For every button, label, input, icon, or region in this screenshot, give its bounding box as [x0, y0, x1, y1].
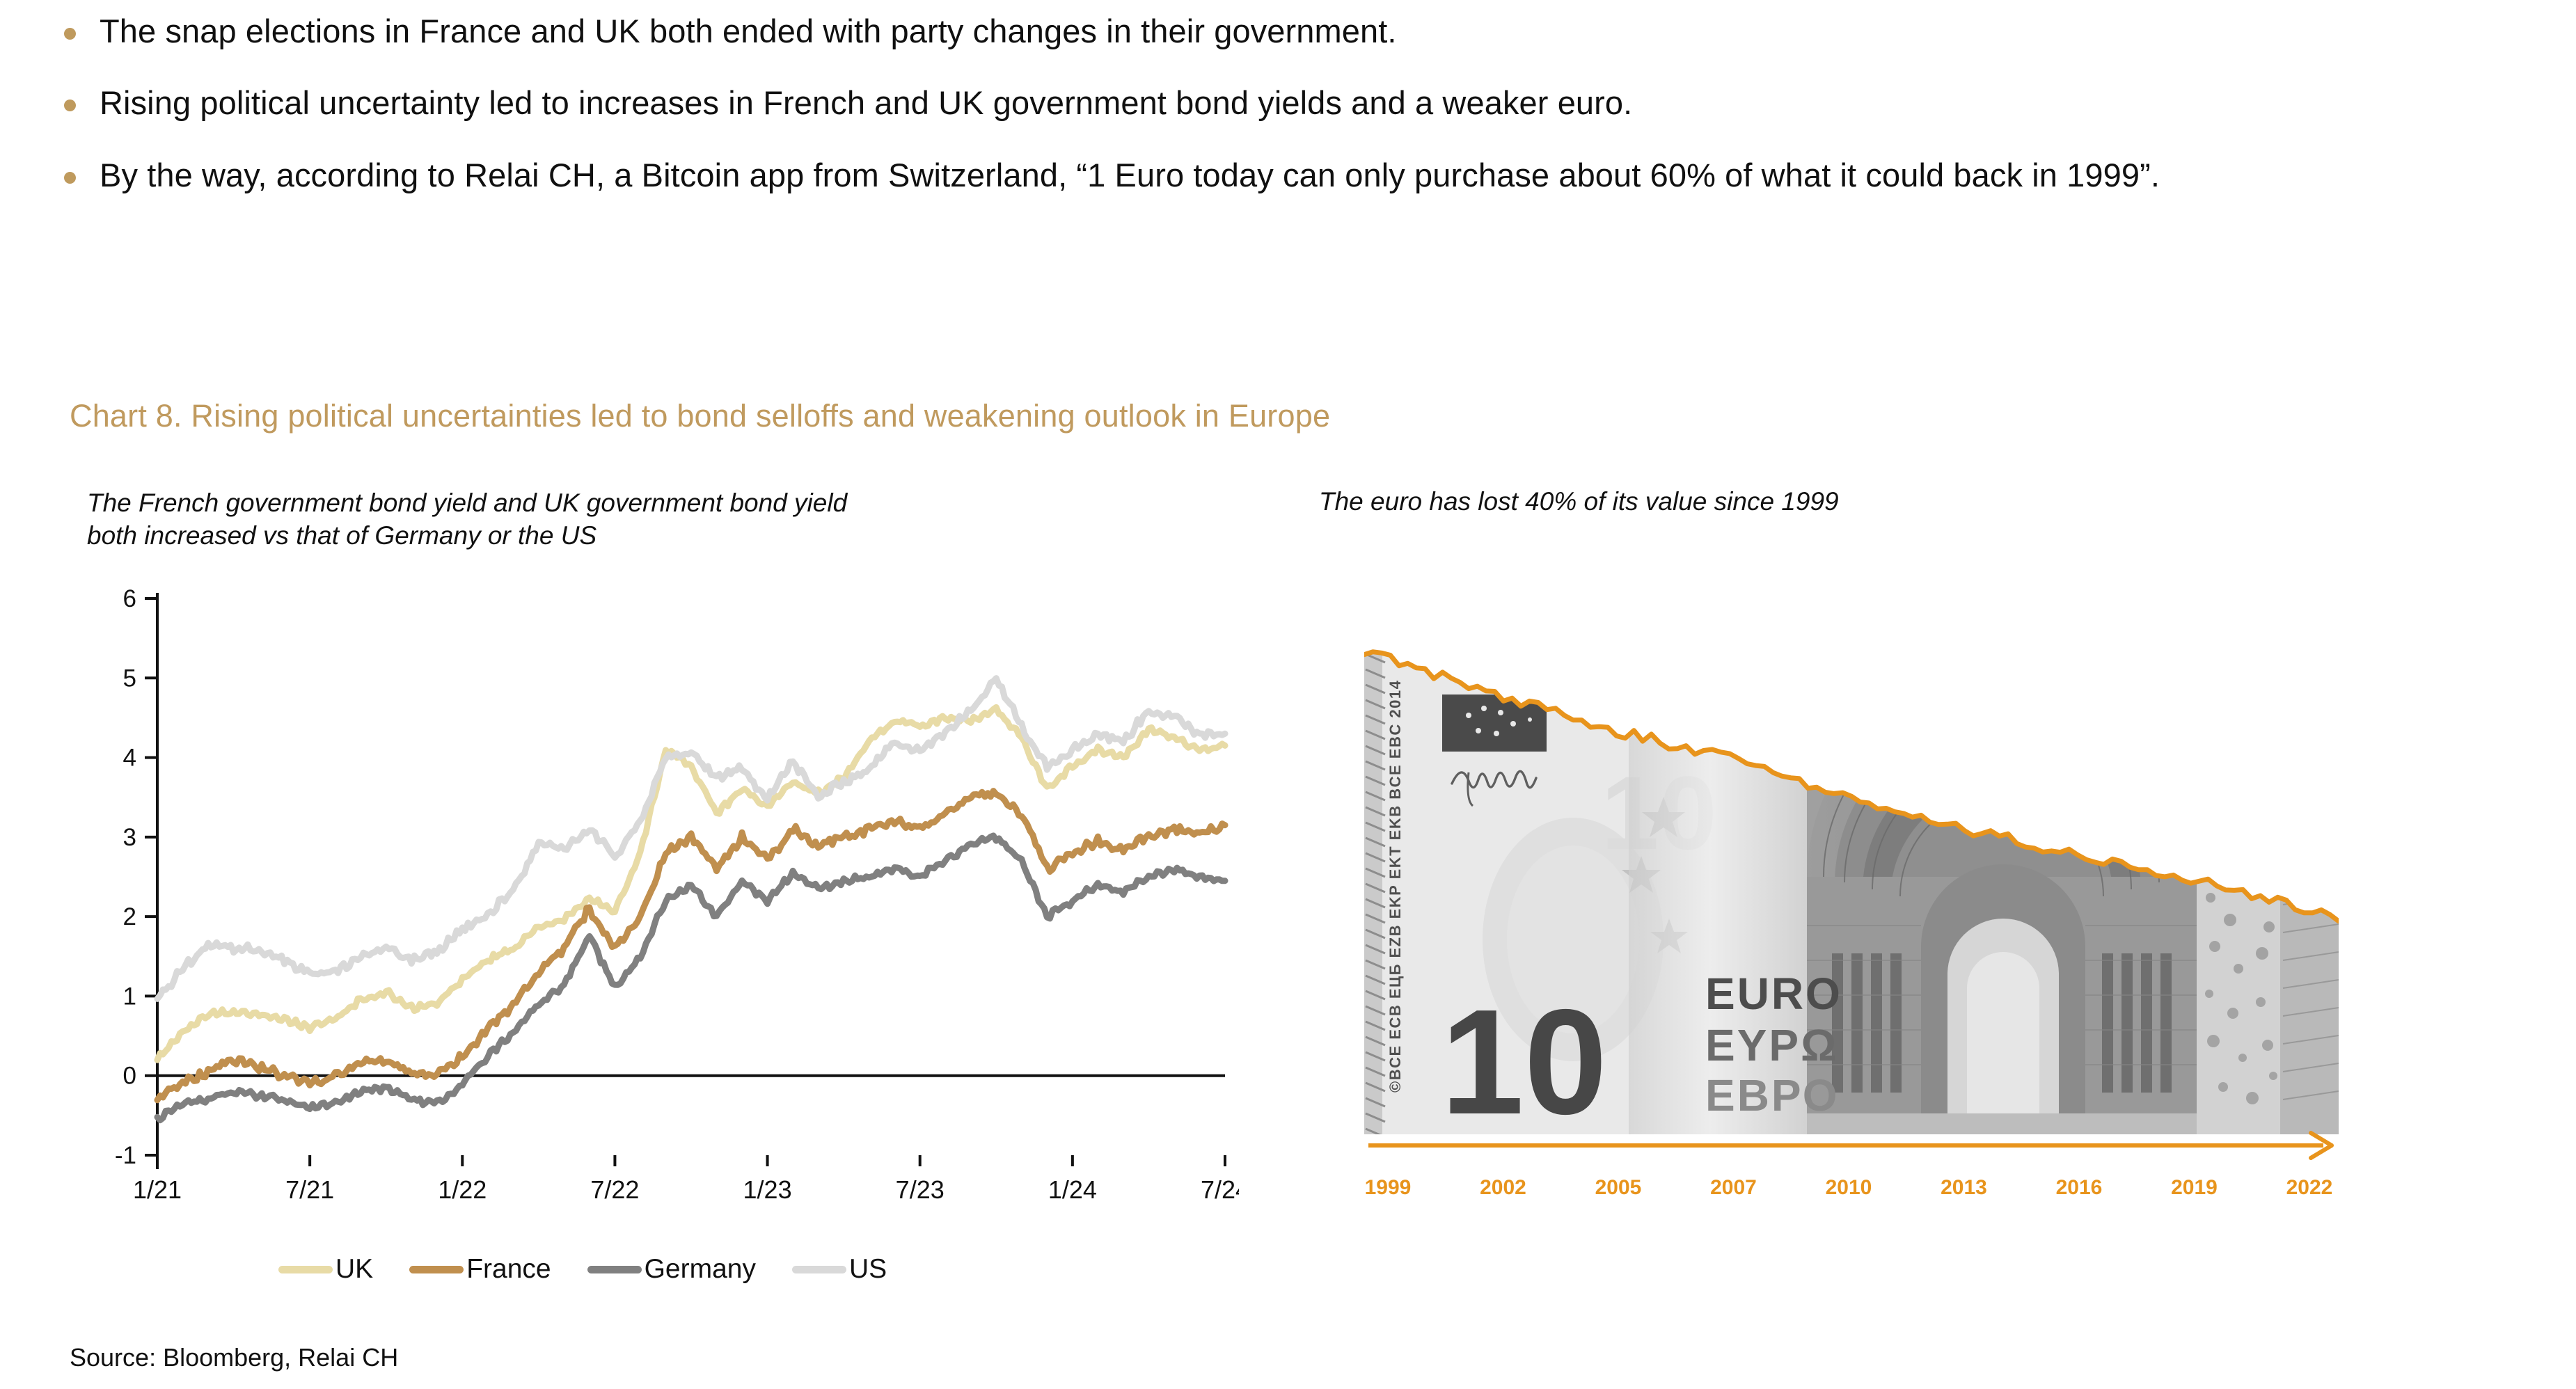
- list-item: Rising political uncertainty led to incr…: [64, 83, 2542, 122]
- svg-text:7/24: 7/24: [1201, 1175, 1239, 1204]
- legend-label-us: US: [848, 1254, 887, 1284]
- bullet-list: The snap elections in France and UK both…: [64, 11, 2542, 227]
- bullet-dot-icon: [64, 100, 76, 112]
- timeline-year-2019: 2019: [2171, 1176, 2218, 1197]
- svg-text:0: 0: [123, 1063, 136, 1090]
- svg-text:5: 5: [123, 665, 136, 692]
- bond-yield-line-chart: -1 0 1 2 3 4 5 6 1/21 7/21 1/22 7/22 1/23 7/23 1/24 7/…: [115, 585, 1239, 1204]
- series-line-us: [154, 675, 1228, 1002]
- series-line-uk: [154, 704, 1228, 1063]
- banknote-edge-hatching: [1365, 653, 1386, 1134]
- timeline-year-1999: 1999: [1365, 1176, 1412, 1197]
- source-note: Source: Bloomberg, Relai CH: [70, 1343, 399, 1372]
- timeline-year-2002: 2002: [1480, 1176, 1526, 1197]
- left-panel-subtitle-line1: The French government bond yield and UK …: [87, 489, 848, 517]
- legend-swatch-uk: [278, 1265, 333, 1273]
- timeline-year-labels: 1999 2002 2005 2007 2010 2013 2016 2019 2022: [1365, 1176, 2333, 1197]
- banknote-euro-cyrillic: ЕВРО: [1705, 1070, 1840, 1120]
- banknote-signature-flourish: [1467, 772, 1474, 807]
- banknote-arch-illustration: [1807, 682, 2197, 1134]
- right-panel-subtitle: The euro has lost 40% of its value since…: [1319, 487, 1839, 516]
- svg-text:1: 1: [123, 983, 136, 1010]
- svg-text:2: 2: [123, 903, 136, 930]
- legend-item-france[interactable]: France: [409, 1254, 551, 1285]
- legend-item-germany[interactable]: Germany: [587, 1254, 756, 1285]
- legend-label-uk: UK: [335, 1254, 374, 1284]
- svg-text:1/22: 1/22: [438, 1175, 487, 1204]
- banknote-signature: [1451, 770, 1538, 789]
- eroding-banknote-graphic: ©BCE ECB EЦБ EZB EKP EKT EKB BCE EBC 201…: [1364, 649, 2339, 1197]
- svg-text:7/21: 7/21: [285, 1175, 334, 1204]
- banknote-microtext: ©BCE ECB EЦБ EZB EKP EKT EKB BCE EBC 201…: [1386, 680, 1404, 1093]
- bullet-text: The snap elections in France and UK both…: [100, 13, 1397, 49]
- legend-swatch-us: [791, 1265, 846, 1273]
- bullet-dot-icon: [64, 28, 76, 40]
- bullet-text: By the way, according to Relai CH, a Bit…: [100, 156, 2160, 193]
- legend-item-us[interactable]: US: [791, 1254, 887, 1285]
- chart-legend: UK France Germany US: [278, 1254, 923, 1285]
- timeline-year-2022: 2022: [2286, 1176, 2333, 1197]
- timeline-year-2013: 2013: [1941, 1176, 1987, 1197]
- banknote-security-mosaic: [2197, 856, 2339, 1134]
- svg-text:1/24: 1/24: [1048, 1175, 1097, 1204]
- svg-text:3: 3: [123, 824, 136, 851]
- banknote-watermark-inner: [1507, 846, 1639, 1033]
- banknote-body: ©BCE ECB EЦБ EZB EKP EKT EKB BCE EBC 201…: [1364, 651, 2339, 1145]
- timeline-arrow-icon: [2309, 1131, 2334, 1160]
- svg-text:7/22: 7/22: [590, 1175, 639, 1204]
- left-panel-subtitle: The French government bond yield and UK …: [87, 487, 1228, 553]
- y-axis-ticks: -1 0 1 2 3 4 5 6: [115, 585, 157, 1169]
- svg-text:6: 6: [123, 585, 136, 612]
- series-group: [154, 675, 1228, 1124]
- list-item: By the way, according to Relai CH, a Bit…: [64, 155, 2542, 195]
- left-panel-subtitle-line2: both increased vs that of Germany or the…: [87, 521, 597, 550]
- legend-swatch-germany: [587, 1265, 642, 1273]
- euro-banknote-panel: ©BCE ECB EЦБ EZB EKP EKT EKB BCE EBC 201…: [1364, 647, 2339, 1197]
- list-item: The snap elections in France and UK both…: [64, 11, 2542, 51]
- svg-text:1/23: 1/23: [743, 1175, 792, 1204]
- svg-text:1/21: 1/21: [133, 1175, 182, 1204]
- legend-label-germany: Germany: [644, 1254, 756, 1284]
- bullet-dot-icon: [64, 171, 76, 184]
- x-axis-ticks: 1/21 7/21 1/22 7/22 1/23 7/23 1/24 7/24: [133, 1155, 1239, 1204]
- timeline-year-2010: 2010: [1826, 1176, 1872, 1197]
- legend-item-uk[interactable]: UK: [278, 1254, 373, 1285]
- banknote-denomination: 10: [1441, 978, 1607, 1145]
- legend-swatch-france: [409, 1265, 464, 1273]
- banknote-euro-latin: EURO: [1705, 969, 1842, 1019]
- timeline-year-2007: 2007: [1710, 1176, 1757, 1197]
- svg-text:-1: -1: [115, 1142, 136, 1169]
- bullet-text: Rising political uncertainty led to incr…: [100, 84, 1633, 122]
- svg-text:4: 4: [123, 745, 136, 772]
- timeline-year-2016: 2016: [2056, 1176, 2103, 1197]
- series-line-france: [154, 788, 1228, 1104]
- euro-value-decline-line: [1364, 649, 2339, 924]
- timeline-year-2005: 2005: [1595, 1176, 1642, 1197]
- legend-label-france: France: [466, 1254, 551, 1284]
- banknote-euro-greek: EYPΩ: [1705, 1020, 1838, 1070]
- banknote-hologram-stars: [1466, 706, 1532, 736]
- series-line-germany: [154, 832, 1228, 1124]
- svg-text:7/23: 7/23: [896, 1175, 945, 1204]
- chart-title: Chart 8. Rising political uncertainties …: [70, 398, 1331, 434]
